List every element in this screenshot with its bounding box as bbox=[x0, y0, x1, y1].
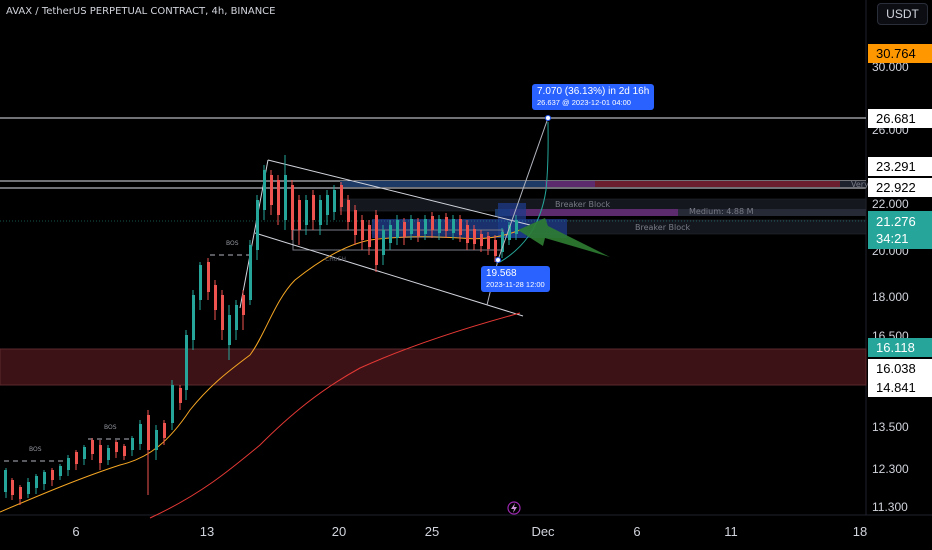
candles bbox=[4, 155, 518, 505]
zone-bottom-label: 14.841 bbox=[868, 378, 932, 397]
bos-label: BOS bbox=[104, 424, 117, 431]
bar-countdown: 34:21 bbox=[876, 231, 909, 246]
time-tick: Dec bbox=[531, 524, 555, 539]
zone-label-very-high: Very H bbox=[851, 180, 878, 189]
bos-label: BOS bbox=[29, 446, 42, 453]
low-price: 19.568 bbox=[486, 268, 517, 279]
lightning-icon bbox=[507, 501, 521, 515]
low-time: 2023-11-28 12:00 bbox=[486, 280, 545, 289]
horizontal-line-label: 22.922 bbox=[868, 178, 932, 197]
projection-arrow-icon bbox=[518, 218, 610, 257]
choch-label: CHoCH bbox=[325, 256, 347, 263]
target-callout[interactable]: 7.070 (36.13%) in 2d 16h 26.637 @ 2023-1… bbox=[532, 84, 655, 110]
time-tick: 13 bbox=[199, 524, 215, 539]
alert-price-label: 30.764 bbox=[868, 44, 932, 63]
price-tick: 13.500 bbox=[872, 420, 909, 434]
time-tick: 20 bbox=[331, 524, 347, 539]
projected-path bbox=[499, 121, 549, 263]
price-tick: 11.300 bbox=[872, 500, 908, 514]
zone-label-medium-volume: Medium: 4.88 M bbox=[689, 207, 754, 216]
target-price-time: 26.637 @ 2023-12-01 04:00 bbox=[537, 98, 631, 107]
time-tick: 6 bbox=[633, 524, 641, 539]
price-tick: 30.000 bbox=[872, 60, 909, 74]
time-tick: 6 bbox=[72, 524, 80, 539]
current-price: 21.276 bbox=[876, 214, 916, 229]
zone-top-label: 16.118 bbox=[868, 338, 932, 357]
zone-price-label: 16.038 bbox=[868, 359, 932, 378]
time-tick: 11 bbox=[724, 524, 738, 539]
target-change: 7.070 (36.13%) in 2d 16h bbox=[537, 86, 650, 97]
time-tick: 25 bbox=[424, 524, 440, 539]
price-tick: 22.000 bbox=[872, 197, 909, 211]
price-tick: 18.000 bbox=[872, 290, 909, 304]
low-callout[interactable]: 19.568 2023-11-28 12:00 bbox=[481, 266, 550, 292]
current-price-label: 21.276 34:21 bbox=[868, 211, 932, 249]
currency-button[interactable]: USDT bbox=[877, 3, 928, 25]
bos-label: BOS bbox=[226, 240, 239, 247]
chart-title: AVAX / TetherUS PERPETUAL CONTRACT, 4h, … bbox=[6, 6, 276, 17]
time-tick: 18 bbox=[852, 524, 868, 539]
projection-line bbox=[497, 117, 549, 261]
price-tick: 12.300 bbox=[872, 462, 909, 476]
demand-zone bbox=[0, 348, 867, 386]
horizontal-line-label: 23.291 bbox=[868, 157, 932, 176]
zone-label-breaker-block-2: Breaker Block bbox=[635, 223, 691, 232]
zone-label-breaker-block-1: Breaker Block bbox=[555, 200, 611, 209]
horizontal-line-label: 26.681 bbox=[868, 109, 932, 128]
